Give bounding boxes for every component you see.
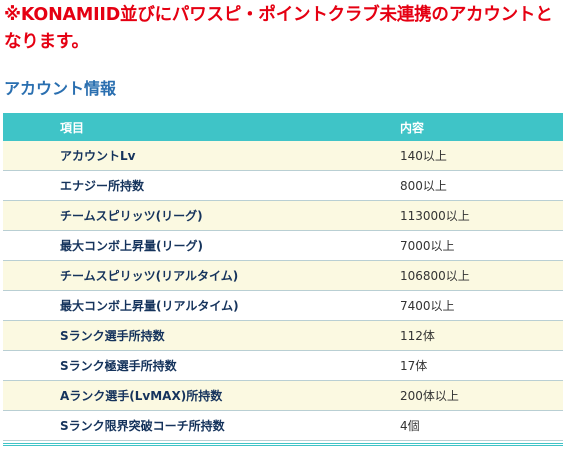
table-bottom-divider (3, 443, 563, 446)
account-info-table: 項目 内容 アカウントLv 140以上 エナジー所持数 800以上 チームスピリ… (3, 113, 563, 441)
row-item-label: チームスピリッツ(リアルタイム) (3, 260, 400, 291)
row-value: 17体 (400, 350, 563, 381)
table-row: Sランク選手所持数 112体 (3, 320, 563, 351)
row-value: 7000以上 (400, 230, 563, 261)
table-row: チームスピリッツ(リーグ) 113000以上 (3, 200, 563, 231)
table-header-row: 項目 内容 (3, 113, 563, 141)
table-row: 最大コンボ上昇量(リーグ) 7000以上 (3, 230, 563, 261)
row-value: 7400以上 (400, 290, 563, 321)
section-title-account-info: アカウント情報 (4, 79, 117, 98)
row-item-label: Sランク極選手所持数 (3, 350, 400, 381)
table-row: チームスピリッツ(リアルタイム) 106800以上 (3, 260, 563, 291)
row-value: 113000以上 (400, 200, 563, 231)
column-header-value: 内容 (400, 113, 563, 141)
account-notice: ※KONAMIID並びにパワスピ・ポイントクラブ未連携のアカウントとなります。 (4, 5, 553, 52)
table-row: 最大コンボ上昇量(リアルタイム) 7400以上 (3, 290, 563, 321)
row-item-label: エナジー所持数 (3, 170, 400, 201)
table-row: エナジー所持数 800以上 (3, 170, 563, 201)
row-item-label: 最大コンボ上昇量(リアルタイム) (3, 290, 400, 321)
row-item-label: チームスピリッツ(リーグ) (3, 200, 400, 231)
row-value: 4個 (400, 410, 563, 441)
row-value: 106800以上 (400, 260, 563, 291)
row-value: 140以上 (400, 141, 563, 171)
table-row: Sランク限界突破コーチ所持数 4個 (3, 410, 563, 441)
column-header-item: 項目 (3, 113, 400, 141)
table-row: アカウントLv 140以上 (3, 141, 563, 171)
row-item-label: Sランク選手所持数 (3, 320, 400, 351)
row-item-label: Sランク限界突破コーチ所持数 (3, 410, 400, 441)
table-row: Aランク選手(LvMAX)所持数 200体以上 (3, 380, 563, 411)
row-value: 800以上 (400, 170, 563, 201)
row-value: 112体 (400, 320, 563, 351)
row-item-label: Aランク選手(LvMAX)所持数 (3, 380, 400, 411)
row-item-label: アカウントLv (3, 141, 400, 171)
table-row: Sランク極選手所持数 17体 (3, 350, 563, 381)
row-item-label: 最大コンボ上昇量(リーグ) (3, 230, 400, 261)
row-value: 200体以上 (400, 380, 563, 411)
